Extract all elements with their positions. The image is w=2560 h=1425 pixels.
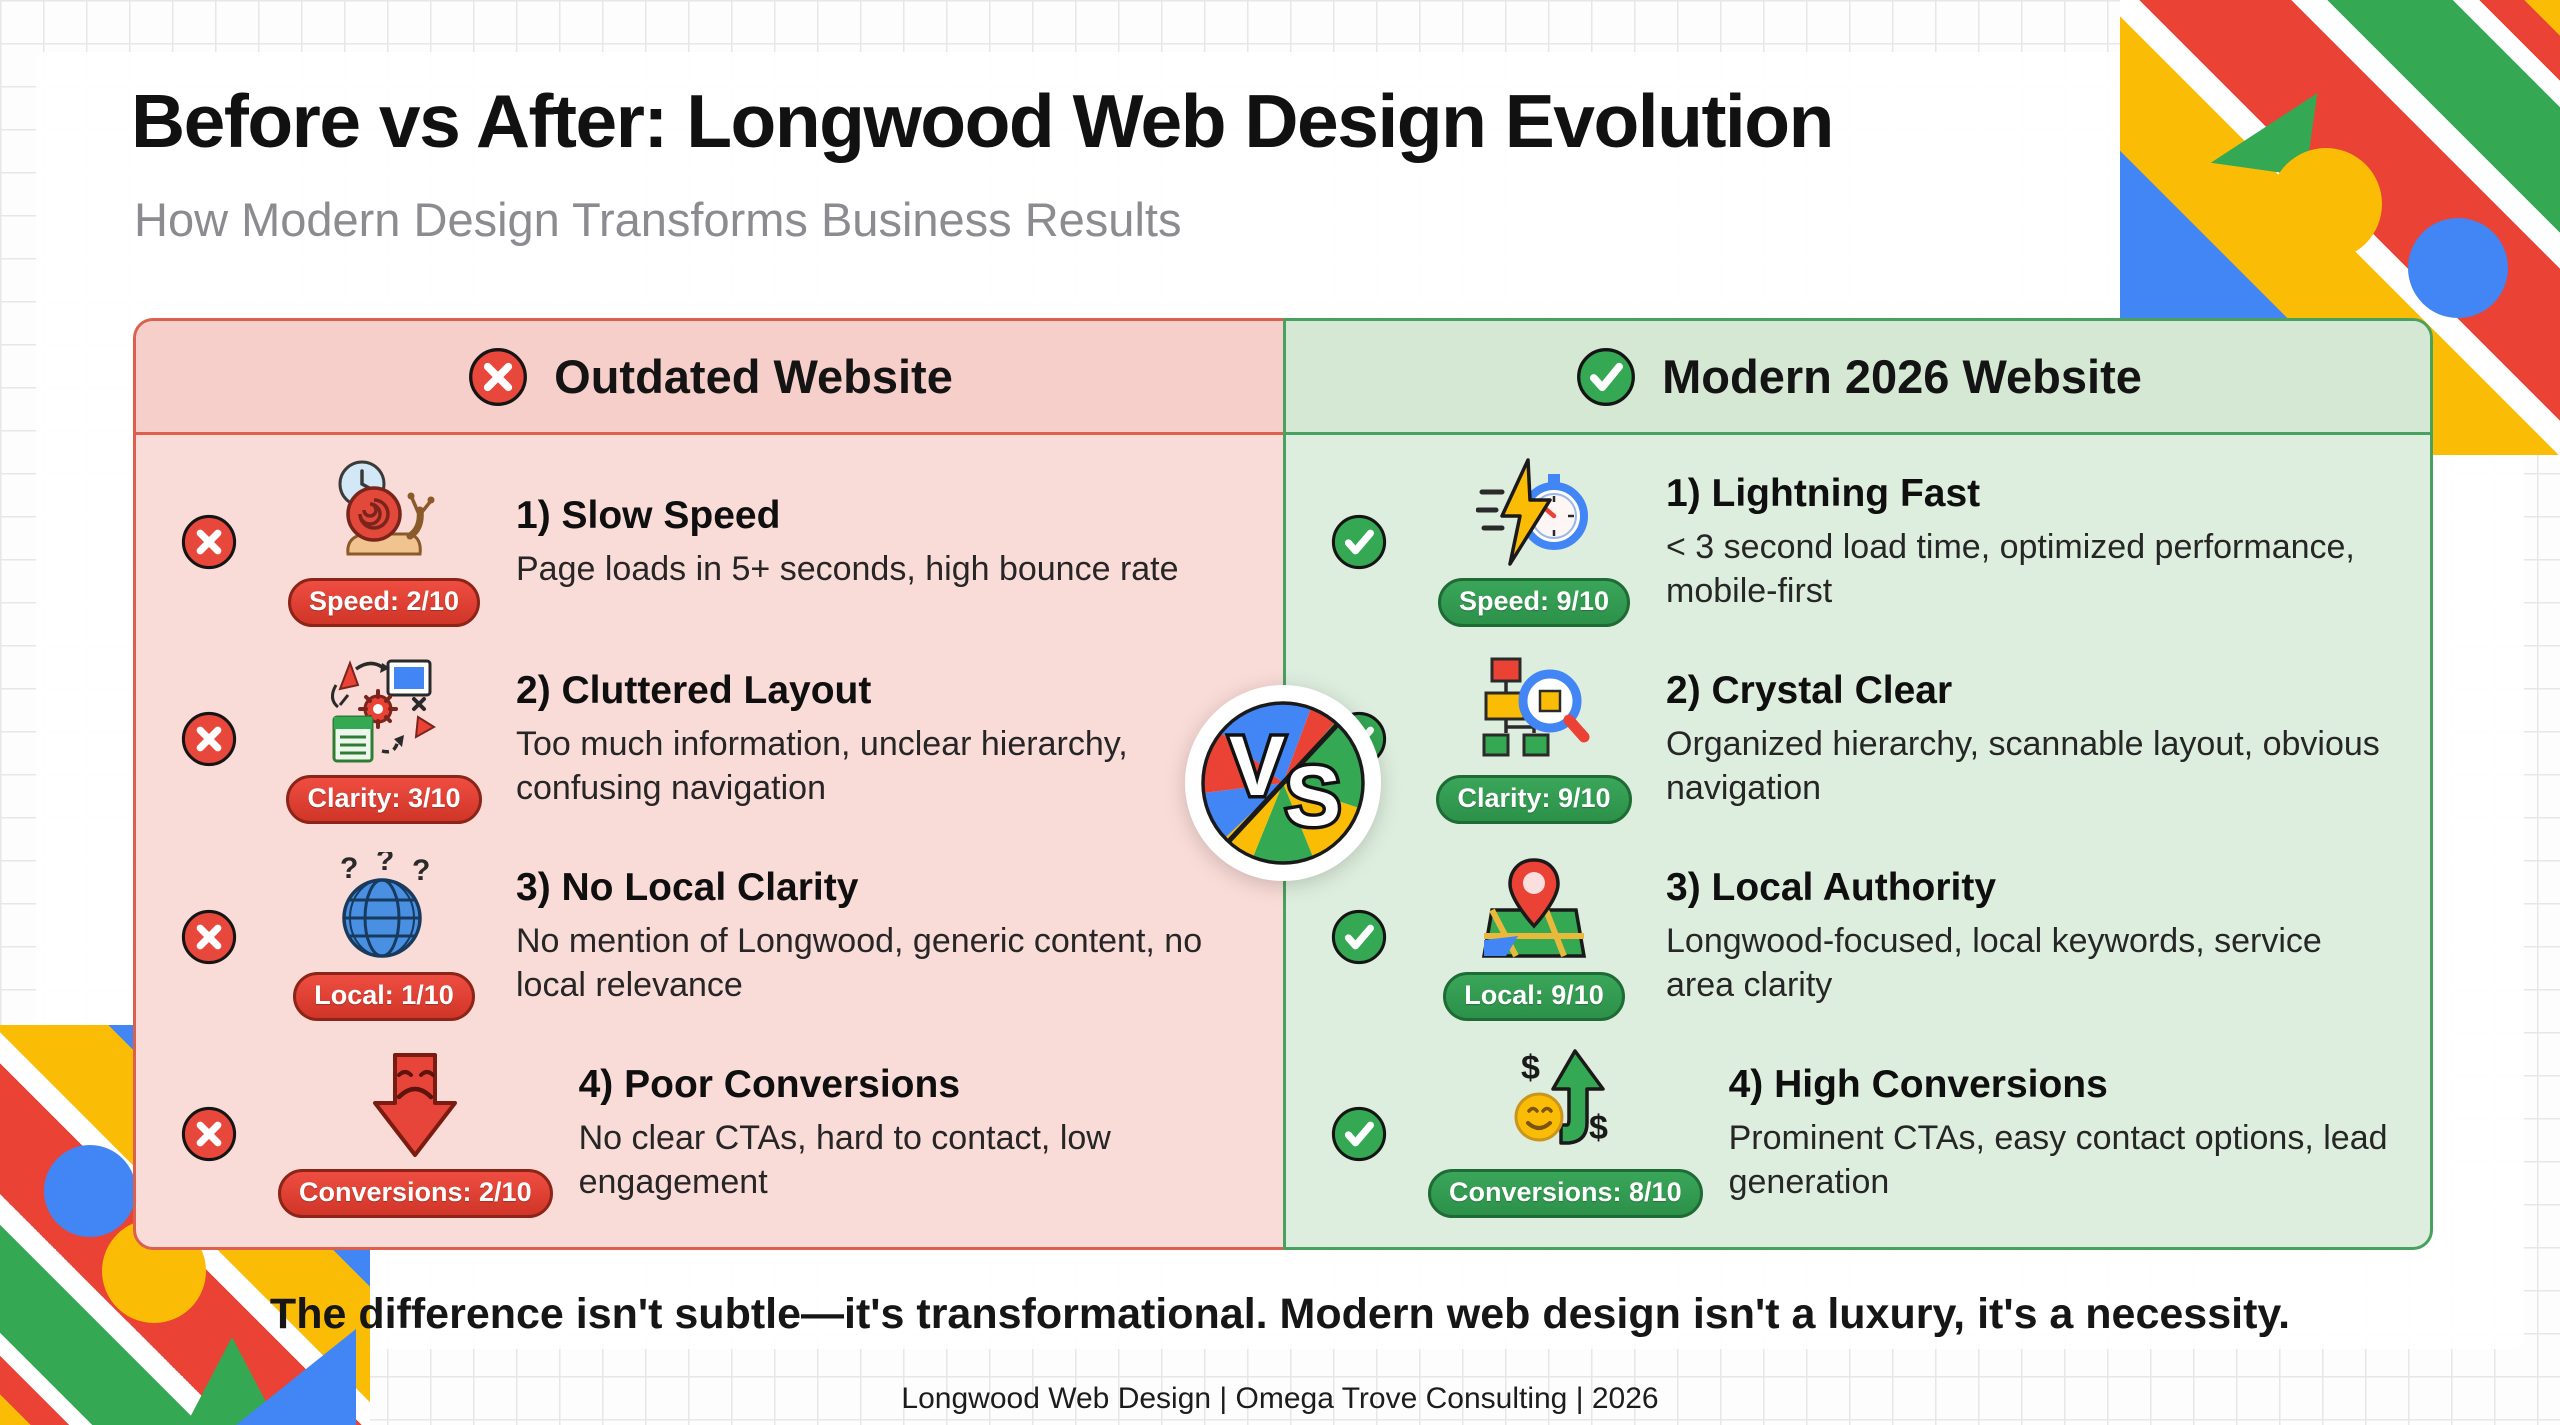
list-item-crystal-clear: Clarity: 9/10 2) Crystal Clear Organized… [1316, 641, 2406, 837]
panel-outdated-website: Outdated Website Speed: 2/10 [133, 318, 1283, 1250]
svg-text:?: ? [412, 854, 430, 887]
score-badge: Local: 9/10 [1443, 972, 1625, 1022]
list-item-poor-conversions: Conversions: 2/10 4) Poor Conversions No… [166, 1036, 1259, 1232]
score-badge: Speed: 2/10 [287, 577, 481, 627]
x-circle-icon [181, 909, 237, 964]
svg-text:$: $ [1589, 1109, 1608, 1147]
page-title: Before vs After: Longwood Web Design Evo… [131, 79, 1834, 163]
outdated-panel-title: Outdated Website [554, 350, 953, 403]
x-circle-icon [181, 515, 237, 570]
item-title: 1) Slow Speed [516, 493, 781, 537]
modern-panel-header: Modern 2026 Website [1286, 321, 2430, 435]
item-title: 3) No Local Clarity [516, 865, 859, 909]
map-pin-icon [1481, 858, 1587, 958]
vs-letter-v: V [1229, 719, 1285, 813]
item-description: Longwood-focused, local keywords, servic… [1666, 921, 2322, 1005]
list-item-lightning-fast: Speed: 9/10 1) Lightning Fast < 3 second… [1316, 444, 2406, 640]
list-item-local-authority: Local: 9/10 3) Local Authority Longwood-… [1316, 839, 2406, 1035]
item-description: Page loads in 5+ seconds, high bounce ra… [516, 549, 1179, 588]
list-item-no-local-clarity: ? ? ? Local: 1/10 3) No Local Clarity No… [166, 839, 1259, 1035]
x-circle-icon [181, 1106, 237, 1161]
sad-down-arrow-icon [373, 1053, 458, 1158]
vs-letter-s: S [1285, 749, 1341, 843]
svg-text:?: ? [376, 852, 394, 877]
item-description: Organized hierarchy, scannable layout, o… [1666, 724, 2380, 807]
x-circle-icon [181, 712, 237, 767]
panel-modern-website: Modern 2026 Website [1283, 318, 2433, 1250]
item-title: 4) High Conversions [1728, 1063, 2108, 1107]
item-title: 4) Poor Conversions [578, 1063, 961, 1107]
item-title: 2) Cluttered Layout [516, 668, 872, 712]
check-circle-icon [1331, 515, 1387, 570]
svg-text:?: ? [340, 852, 358, 885]
svg-text:$: $ [1521, 1049, 1540, 1087]
footer-credit: Longwood Web Design | Omega Trove Consul… [901, 1382, 1659, 1415]
list-item-slow-speed: Speed: 2/10 1) Slow Speed Page loads in … [166, 444, 1259, 640]
score-badge: Speed: 9/10 [1437, 577, 1631, 627]
vs-badge: V S [1185, 685, 1381, 881]
outdated-panel-header: Outdated Website [136, 321, 1283, 435]
x-circle-icon [469, 347, 528, 406]
check-circle-icon [1331, 909, 1387, 964]
item-description: No clear CTAs, hard to contact, low enga… [578, 1119, 1111, 1202]
score-badge: Local: 1/10 [293, 972, 475, 1022]
item-description: Too much information, unclear hierarchy,… [516, 724, 1128, 807]
score-badge: Conversions: 2/10 [278, 1169, 553, 1219]
score-badge: Clarity: 9/10 [1436, 774, 1632, 824]
item-title: 3) Local Authority [1666, 865, 1997, 909]
smiley-up-arrow-icon: $ $ [1514, 1049, 1608, 1147]
flowchart-magnifier-icon [1482, 657, 1590, 757]
item-title: 2) Crystal Clear [1666, 668, 1953, 712]
check-circle-icon [1577, 347, 1636, 406]
item-description: No mention of Longwood, generic content,… [516, 921, 1203, 1005]
snail-clock-icon [338, 460, 435, 556]
list-item-high-conversions: $ $ Conversions: 8/10 4) High Conversion… [1316, 1036, 2406, 1232]
score-badge: Conversions: 8/10 [1428, 1169, 1703, 1219]
item-description: < 3 second load time, optimized performa… [1666, 527, 2355, 610]
score-badge: Clarity: 3/10 [286, 774, 482, 824]
item-description: Prominent CTAs, easy contact options, le… [1728, 1119, 2388, 1202]
modern-panel-title: Modern 2026 Website [1662, 350, 2142, 403]
globe-question-icon: ? ? ? [340, 852, 430, 958]
page-subtitle: How Modern Design Transforms Business Re… [134, 193, 1182, 246]
lightning-stopwatch-icon [1476, 457, 1588, 566]
cluttered-shapes-icon [331, 659, 436, 763]
comparison-panels: Outdated Website Speed: 2/10 [133, 318, 2433, 1250]
tagline: The difference isn't subtle—it's transfo… [269, 1290, 2291, 1338]
check-circle-icon [1331, 1106, 1387, 1161]
item-title: 1) Lightning Fast [1666, 471, 1981, 515]
list-item-cluttered-layout: Clarity: 3/10 2) Cluttered Layout Too mu… [166, 641, 1259, 837]
